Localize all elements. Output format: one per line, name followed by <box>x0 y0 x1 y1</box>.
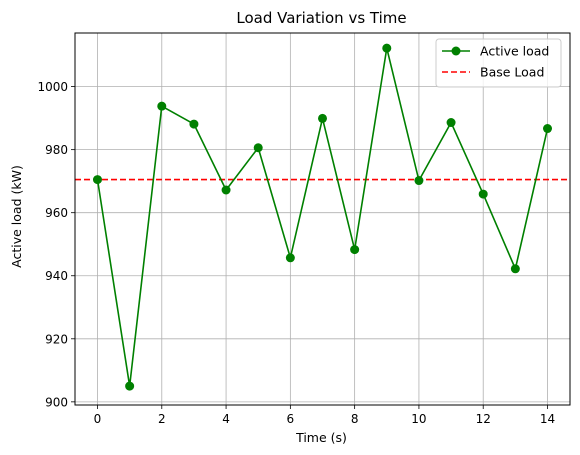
active-load-point <box>125 381 135 391</box>
y-tick-label: 960 <box>45 206 68 220</box>
x-tick-label: 14 <box>540 412 555 426</box>
active-load-point <box>157 101 167 111</box>
x-tick-label: 12 <box>476 412 491 426</box>
active-load-point <box>510 264 520 274</box>
y-tick-label: 940 <box>45 269 68 283</box>
x-tick-label: 8 <box>351 412 359 426</box>
y-tick-label: 920 <box>45 332 68 346</box>
x-axis-label: Time (s) <box>295 430 347 445</box>
active-load-point <box>446 118 456 128</box>
chart-title: Load Variation vs Time <box>236 9 406 27</box>
plot-frame <box>74 32 571 406</box>
active-load-point <box>221 185 231 195</box>
x-axis-ticks: 0 2 4 6 8 10 12 14 <box>94 405 555 426</box>
x-tick-label: 4 <box>222 412 230 426</box>
y-axis-ticks: 900 920 940 960 980 1000 <box>37 80 75 409</box>
y-tick-label: 1000 <box>37 80 68 94</box>
x-tick-label: 0 <box>94 412 102 426</box>
active-load-point <box>414 176 424 186</box>
x-tick-label: 2 <box>158 412 166 426</box>
legend-label-base-load: Base Load <box>480 65 544 80</box>
x-tick-label: 10 <box>411 412 426 426</box>
y-tick-label: 980 <box>45 143 68 157</box>
active-load-point <box>189 119 199 129</box>
active-load-point <box>93 175 102 185</box>
active-load-point <box>318 113 327 123</box>
y-axis-label: Active load (kW) <box>9 165 24 268</box>
active-load-point <box>543 124 552 134</box>
y-tick-label: 900 <box>45 395 68 409</box>
active-load-point <box>350 245 360 255</box>
active-load-point <box>478 189 488 199</box>
active-load-point <box>285 253 295 263</box>
legend-label-active-load: Active load <box>480 44 549 59</box>
active-load-point <box>382 43 392 53</box>
legend-marker-active-load <box>451 46 461 56</box>
x-tick-label: 6 <box>287 412 295 426</box>
data-series <box>93 43 552 391</box>
active-load-point <box>253 143 263 153</box>
legend: Active load Base Load <box>435 38 562 88</box>
active-load-line <box>96 47 549 387</box>
